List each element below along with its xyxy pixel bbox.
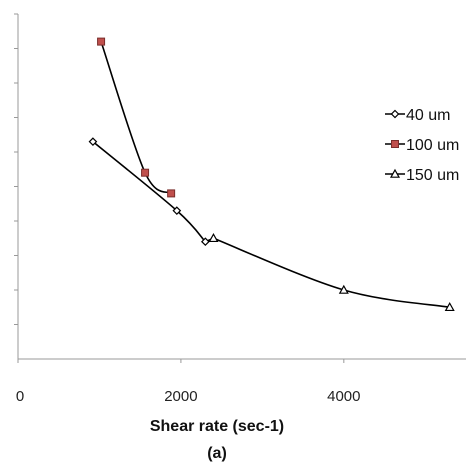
x-tick-labels: 0 2000 4000 bbox=[16, 388, 361, 405]
data-point-triangle bbox=[338, 284, 349, 294]
legend-item: 150 um bbox=[385, 167, 459, 184]
series-line bbox=[213, 237, 450, 309]
series-150um bbox=[208, 233, 455, 312]
data-point-triangle bbox=[389, 168, 401, 178]
x-axis-ticks bbox=[17, 359, 345, 363]
x-tick-label: 4000 bbox=[327, 388, 360, 405]
legend: 40 um 100 um 150 um bbox=[385, 107, 459, 184]
data-point-diamond bbox=[200, 237, 210, 247]
figure-caption: (a) bbox=[207, 445, 227, 462]
legend-label: 40 um bbox=[406, 107, 450, 124]
series-layer bbox=[88, 37, 455, 312]
legend-label: 150 um bbox=[406, 167, 459, 184]
data-point-square bbox=[391, 140, 399, 148]
data-point-triangle bbox=[444, 302, 455, 312]
data-point-diamond bbox=[172, 206, 182, 215]
x-axis-title: Shear rate (sec-1) bbox=[150, 418, 284, 435]
series-40um bbox=[88, 137, 210, 247]
legend-item: 40 um bbox=[385, 107, 450, 124]
series-line bbox=[100, 41, 172, 195]
series-100um bbox=[97, 37, 176, 198]
data-point-triangle bbox=[208, 233, 219, 243]
y-axis-ticks bbox=[14, 13, 18, 325]
x-tick-label: 0 bbox=[16, 388, 24, 405]
data-point-square bbox=[97, 37, 106, 46]
legend-item: 100 um bbox=[385, 137, 459, 154]
legend-label: 100 um bbox=[406, 137, 459, 154]
data-point-square bbox=[141, 168, 150, 177]
data-point-square bbox=[167, 189, 176, 198]
data-point-diamond bbox=[390, 109, 400, 119]
data-point-diamond bbox=[88, 137, 98, 146]
series-line bbox=[92, 141, 206, 243]
x-tick-label: 2000 bbox=[164, 388, 197, 405]
